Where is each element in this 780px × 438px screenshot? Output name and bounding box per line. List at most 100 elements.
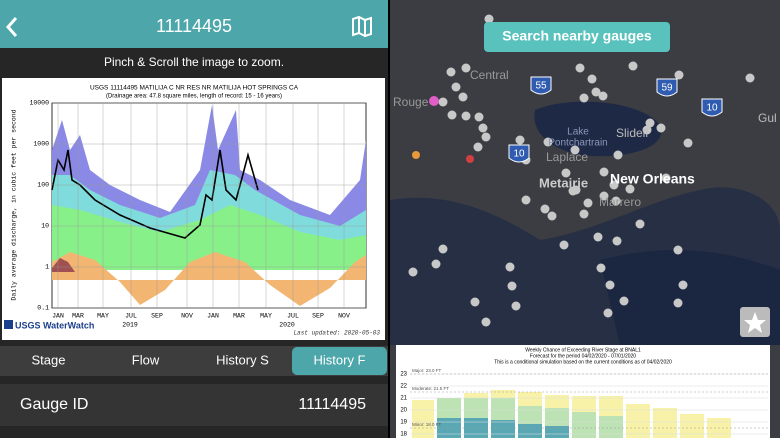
gauge-marker[interactable] xyxy=(559,240,569,250)
map-label: Slidell xyxy=(616,126,648,140)
y-tick-label: 10 xyxy=(41,223,49,230)
year-label: 2020 xyxy=(279,322,295,329)
highway-shield xyxy=(530,76,552,95)
gauge-marker[interactable] xyxy=(625,184,635,194)
gauge-marker[interactable] xyxy=(570,145,580,155)
gauge-marker[interactable] xyxy=(611,196,621,206)
gauge-marker[interactable] xyxy=(599,167,609,177)
gauge-marker[interactable] xyxy=(613,150,623,160)
gauge-marker[interactable] xyxy=(412,151,420,159)
gauge-marker[interactable] xyxy=(461,111,471,121)
gauge-marker[interactable] xyxy=(474,112,484,122)
gauge-marker[interactable] xyxy=(447,110,457,120)
gauge-marker[interactable] xyxy=(661,173,671,183)
search-button[interactable] xyxy=(484,22,670,52)
map-label: Metairie xyxy=(539,175,588,190)
gauge-marker[interactable] xyxy=(568,186,578,196)
gauge-marker[interactable] xyxy=(473,142,483,152)
forecast-note: This is a conditional simulation based o… xyxy=(494,359,672,365)
gauge-marker[interactable] xyxy=(561,168,571,178)
info-value: 11114495 xyxy=(298,396,366,413)
y-tick-label: 23 xyxy=(400,372,407,378)
gauge-marker[interactable] xyxy=(540,204,550,214)
gauge-marker[interactable] xyxy=(683,138,693,148)
stage-label: Major: 23.0 FT xyxy=(412,368,442,373)
gauge-marker[interactable] xyxy=(583,198,593,208)
map-icon[interactable] xyxy=(352,15,372,38)
gauge-marker[interactable] xyxy=(593,232,603,242)
gauge-marker[interactable] xyxy=(446,67,456,77)
gauge-marker[interactable] xyxy=(484,14,494,24)
gauge-marker[interactable] xyxy=(656,123,666,133)
tab[interactable]: Flow xyxy=(132,352,160,367)
updated: Last updated: 2020-05-03 xyxy=(294,330,381,337)
tab[interactable]: Stage xyxy=(32,352,66,367)
x-tick-label: NOV xyxy=(181,313,193,320)
y-tick-label: 1000 xyxy=(33,141,49,148)
gauge-marker[interactable] xyxy=(612,236,622,246)
gauge-marker[interactable] xyxy=(451,82,461,92)
map-label: Pontchartrain xyxy=(548,138,607,149)
highway-shield xyxy=(508,144,530,163)
gauge-marker[interactable] xyxy=(579,209,589,219)
gauge-marker[interactable] xyxy=(470,297,480,307)
gauge-marker[interactable] xyxy=(587,74,597,84)
lake xyxy=(534,101,662,157)
y-tick-label: 20 xyxy=(400,408,407,414)
info-label: Gauge ID xyxy=(20,396,88,413)
gauge-marker[interactable] xyxy=(673,298,683,308)
usgs-logo-mark xyxy=(4,320,13,329)
gauge-marker[interactable] xyxy=(673,245,683,255)
gauge-marker[interactable] xyxy=(591,87,601,97)
map-label: 55 xyxy=(535,81,547,92)
gauge-marker[interactable] xyxy=(478,123,488,133)
gauge-marker[interactable] xyxy=(598,91,608,101)
y-tick-label: 18 xyxy=(400,432,407,438)
gauge-marker[interactable] xyxy=(575,63,585,73)
gauge-marker[interactable] xyxy=(609,180,619,190)
gauge-marker[interactable] xyxy=(466,155,474,163)
gauge-marker[interactable] xyxy=(596,263,606,273)
gauge-marker[interactable] xyxy=(521,195,531,205)
gauge-marker[interactable] xyxy=(635,219,645,229)
tab-active xyxy=(292,347,387,375)
gauge-marker[interactable] xyxy=(408,267,418,277)
gulf-deep xyxy=(600,250,780,345)
gauge-marker[interactable] xyxy=(547,211,557,221)
gauge-marker[interactable] xyxy=(515,135,525,145)
tab[interactable]: History F xyxy=(314,352,366,367)
gauge-marker[interactable] xyxy=(505,262,515,272)
gauge-marker[interactable] xyxy=(605,280,615,290)
star-icon xyxy=(744,312,766,333)
gauge-marker[interactable] xyxy=(461,63,471,73)
gauge-marker[interactable] xyxy=(678,280,688,290)
map-label: 10 xyxy=(706,103,718,114)
tab[interactable]: History S xyxy=(216,352,269,367)
gauge-marker[interactable] xyxy=(438,97,448,107)
gauge-marker[interactable] xyxy=(458,92,468,102)
back-button[interactable] xyxy=(5,17,18,37)
gauge-marker[interactable] xyxy=(628,61,638,71)
gauge-marker[interactable] xyxy=(481,317,491,327)
highway-shield xyxy=(701,98,723,117)
gauge-marker[interactable] xyxy=(645,118,655,128)
y-tick-label: 22 xyxy=(400,384,407,390)
gauge-marker[interactable] xyxy=(579,93,589,103)
gauge-marker[interactable] xyxy=(543,137,553,147)
gauge-marker[interactable] xyxy=(507,281,517,291)
gauge-marker[interactable] xyxy=(429,96,439,106)
gauge-marker[interactable] xyxy=(745,73,755,83)
gauge-marker[interactable] xyxy=(431,259,441,269)
x-tick-label: MAY xyxy=(260,313,272,320)
gauge-marker[interactable] xyxy=(481,132,491,142)
gauge-marker[interactable] xyxy=(674,70,684,80)
hint: Pinch & Scroll the image to zoom. xyxy=(104,55,284,69)
gauge-marker[interactable] xyxy=(619,296,629,306)
header-title: 11114495 xyxy=(156,16,232,36)
gauge-marker[interactable] xyxy=(599,191,609,201)
gauge-marker[interactable] xyxy=(438,244,448,254)
gauge-marker[interactable] xyxy=(511,301,521,311)
x-tick-label: JAN xyxy=(207,313,219,320)
gauge-marker[interactable] xyxy=(603,308,613,318)
gauge-marker[interactable] xyxy=(642,125,652,135)
